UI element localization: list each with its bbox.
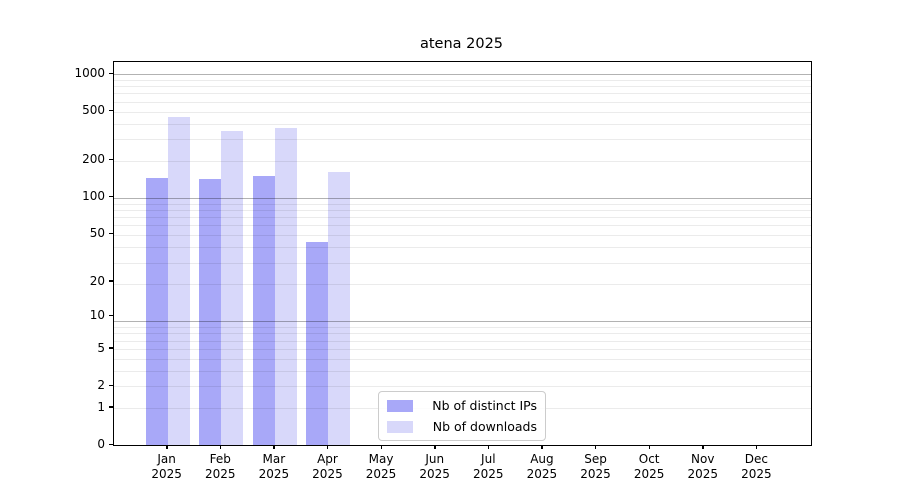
y-axis-tick	[109, 232, 113, 234]
gridline-minor	[114, 225, 811, 227]
y-axis-tick	[109, 109, 113, 112]
gridline-minor	[114, 340, 811, 342]
y-axis-tick	[109, 195, 113, 198]
x-axis-tick	[326, 445, 329, 449]
gridline-minor	[114, 160, 811, 162]
x-axis-tick-label: Jul 2025	[473, 452, 504, 481]
y-axis-tick-label: 200	[82, 152, 105, 167]
x-axis-tick-label: Feb 2025	[204, 452, 236, 481]
y-axis-tick-label: 10	[89, 308, 105, 323]
gridline-minor	[114, 123, 811, 125]
y-axis-tick	[109, 384, 113, 386]
legend-swatch-distinct-ips	[387, 399, 413, 412]
y-axis-tick-label: 1	[97, 399, 105, 414]
bar-nb-of-distinct-ips-feb-2025	[199, 179, 222, 445]
gridline-minor	[114, 203, 811, 205]
bar-nb-of-downloads-apr-2025	[328, 172, 351, 445]
gridline-major	[114, 74, 811, 76]
gridline-minor	[114, 209, 811, 211]
x-axis-tick	[541, 445, 543, 449]
gridline-minor	[114, 235, 811, 237]
legend-box: Nb of distinct IPs Nb of downloads	[378, 391, 546, 441]
legend-swatch-downloads	[387, 420, 413, 433]
y-axis-tick	[109, 406, 113, 408]
x-axis-tick-label: Apr 2025	[312, 452, 343, 481]
gridline-minor	[114, 86, 811, 88]
x-axis-tick-label: Jun 2025	[419, 452, 450, 481]
x-axis-tick	[595, 445, 597, 449]
x-axis-tick	[219, 445, 222, 449]
gridline-minor	[114, 217, 811, 219]
gridline-minor	[114, 284, 811, 286]
plot-area	[113, 61, 812, 446]
x-axis-tick	[755, 445, 758, 449]
bar-nb-of-distinct-ips-mar-2025	[252, 175, 275, 445]
chart-title: atena 2025	[419, 36, 504, 52]
gridline-minor	[114, 358, 811, 360]
y-axis-tick-label: 500	[82, 103, 105, 118]
x-axis-tick	[166, 445, 168, 449]
x-axis-tick	[273, 445, 275, 449]
y-axis-tick-label: 20	[89, 273, 105, 288]
x-axis-tick	[434, 445, 436, 449]
bar-nb-of-downloads-mar-2025	[274, 127, 297, 445]
gridline-major	[114, 197, 811, 199]
gridline-minor	[114, 370, 811, 372]
gridline-minor	[114, 386, 811, 388]
gridline-minor	[114, 327, 811, 329]
y-axis-tick-label: 50	[89, 226, 105, 241]
y-axis-tick-label: 2	[97, 378, 105, 393]
y-axis-tick	[109, 443, 113, 445]
x-axis-tick	[702, 445, 704, 449]
x-axis-tick-label: May 2025	[365, 452, 397, 481]
y-axis-tick-label: 100	[82, 189, 105, 204]
x-axis-tick	[380, 445, 382, 449]
bar-nb-of-distinct-ips-jan-2025	[145, 177, 168, 445]
x-axis-tick-label: Aug 2025	[526, 452, 558, 481]
bar-nb-of-downloads-jan-2025	[167, 117, 190, 445]
gridline-minor	[114, 80, 811, 81]
x-axis-tick-label: Dec 2025	[741, 452, 772, 481]
x-axis-tick	[487, 445, 490, 449]
x-axis-tick-label: Sep 2025	[580, 452, 611, 481]
x-axis-tick-label: Mar 2025	[258, 452, 290, 481]
legend-item-downloads: Nb of downloads	[387, 419, 537, 435]
x-axis-tick-label: Oct 2025	[633, 452, 665, 481]
gridline-major	[114, 321, 811, 323]
x-axis-tick-label: Nov 2025	[687, 452, 719, 481]
gridline-minor	[114, 348, 811, 350]
y-axis-tick	[109, 158, 113, 161]
y-axis-tick-label: 0	[97, 437, 105, 451]
gridline-minor	[114, 247, 811, 249]
x-axis-tick-label: Jan 2025	[151, 452, 182, 481]
gridline-minor	[114, 93, 811, 95]
y-axis-tick	[109, 314, 113, 317]
gridline-minor	[114, 262, 811, 264]
gridline-minor	[114, 138, 811, 140]
bar-nb-of-downloads-feb-2025	[221, 131, 244, 445]
y-axis-tick-label: 5	[97, 340, 105, 355]
gridline-minor	[114, 111, 811, 113]
gridline-minor	[114, 333, 811, 335]
gridline-minor	[114, 101, 811, 103]
y-axis-tick	[109, 280, 113, 282]
legend-label-downloads: Nb of downloads	[432, 419, 537, 434]
legend-item-distinct-ips: Nb of distinct IPs	[387, 398, 537, 414]
x-axis-tick	[648, 445, 651, 449]
bar-nb-of-distinct-ips-apr-2025	[306, 241, 329, 445]
y-axis-tick	[109, 72, 113, 75]
y-axis-tick-label: 1000	[74, 66, 105, 81]
legend-label-distinct-ips: Nb of distinct IPs	[432, 398, 537, 413]
y-axis-tick	[109, 347, 113, 349]
